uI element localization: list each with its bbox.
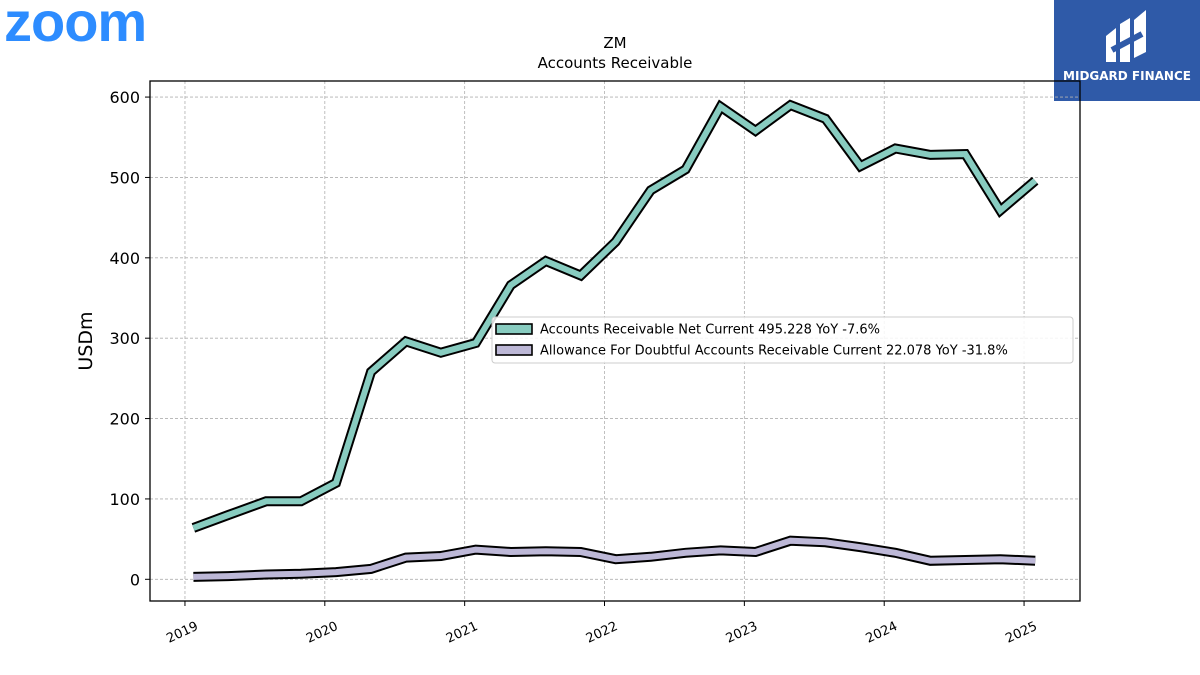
brand-emblem-icon — [1106, 10, 1146, 62]
legend-label-1: Accounts Receivable Net Current 495.228 … — [540, 323, 880, 338]
y-tick-label: 500 — [109, 168, 140, 187]
y-tick-label: 100 — [109, 490, 140, 509]
y-axis-label: USDm — [75, 311, 97, 370]
zoom-logo: zoom — [4, 0, 147, 53]
brand-name: MIDGARD FINANCE — [1063, 69, 1191, 83]
x-tick-label: 2024 — [864, 619, 900, 647]
legend-swatch-2 — [495, 344, 533, 356]
y-tick-label: 200 — [109, 410, 140, 429]
x-tick-label: 2023 — [724, 619, 760, 647]
plot-frame — [149, 80, 1081, 602]
legend-swatch-1 — [495, 323, 533, 335]
y-tick-label: 300 — [109, 329, 140, 348]
x-tick-label: 2022 — [584, 619, 620, 647]
legend-box — [491, 316, 1074, 364]
y-tick-label: 600 — [109, 88, 140, 107]
brand-logo: MIDGARD FINANCE — [1054, 0, 1200, 101]
x-tick-label: 2020 — [304, 619, 340, 647]
y-tick-label: 400 — [109, 249, 140, 268]
chart-subtitle: Accounts Receivable — [538, 54, 693, 72]
x-tick-label: 2025 — [1003, 619, 1039, 647]
y-tick-label: 0 — [130, 570, 140, 589]
series-line-1 — [192, 101, 1038, 531]
x-tick-label: 2021 — [444, 619, 480, 647]
chart-title: ZM — [603, 34, 626, 52]
series-line-2 — [193, 537, 1036, 580]
legend-label-2: Allowance For Doubtful Accounts Receivab… — [540, 344, 1008, 359]
x-tick-label: 2019 — [164, 619, 200, 647]
